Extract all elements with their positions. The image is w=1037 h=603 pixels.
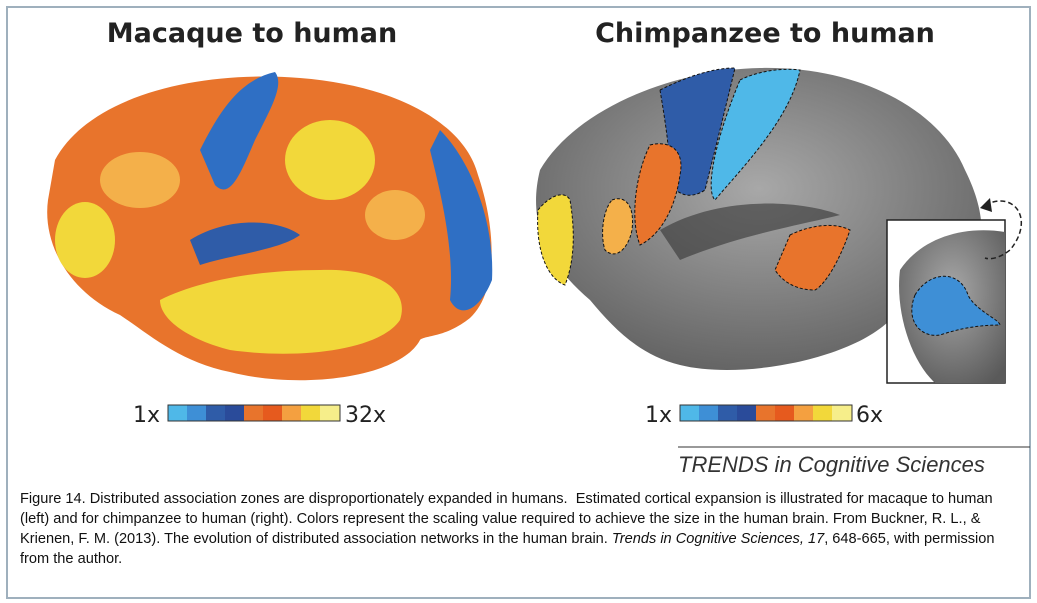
scale-max: 32x [345, 403, 386, 428]
panel-title: Chimpanzee to human [595, 18, 935, 49]
credit: TRENDS in Cognitive Sciences [678, 452, 985, 477]
scale-min: 1x [133, 403, 160, 428]
scale-min: 1x [645, 403, 672, 428]
scale-max: 6x [856, 403, 883, 428]
macaque-brain [47, 72, 492, 380]
color-scale [168, 405, 340, 421]
panel-title: Macaque to human [107, 18, 397, 49]
caption: Figure 14. Distributed association zones… [20, 489, 1025, 569]
page: Macaque to human Chimpanzee to human 1x … [0, 0, 1037, 603]
color-scale [680, 405, 852, 421]
figure: Macaque to human Chimpanzee to human 1x … [0, 0, 1037, 480]
caption-journal: Trends in Cognitive Sciences, 17 [612, 531, 824, 547]
chimpanzee-brain [536, 68, 1021, 383]
